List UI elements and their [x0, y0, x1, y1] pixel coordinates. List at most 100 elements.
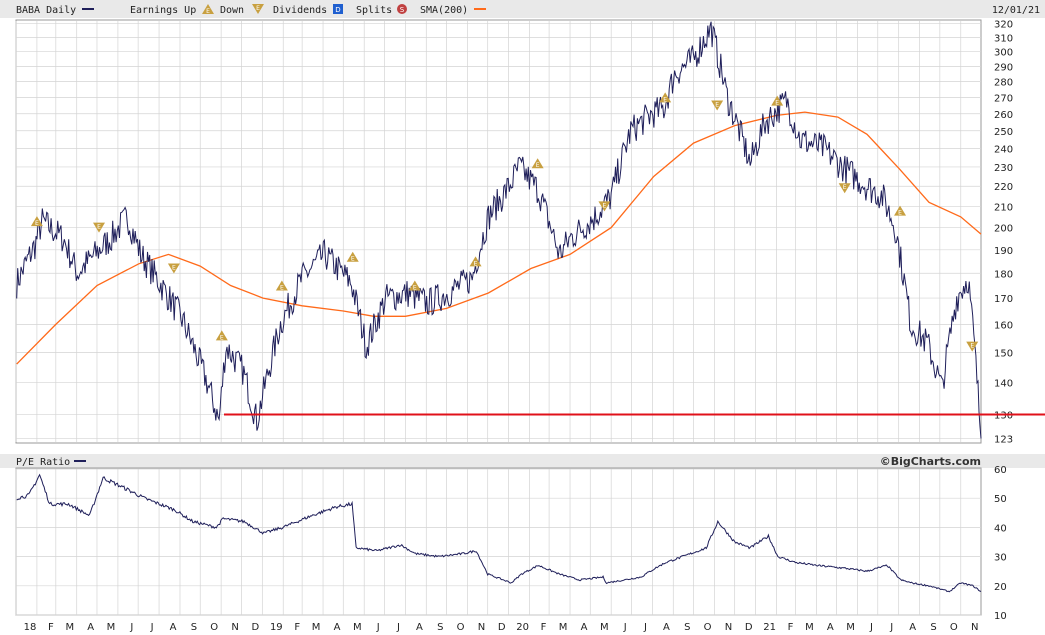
- price-y-tick-label: 180: [994, 269, 1013, 280]
- legend-down: Down: [220, 5, 244, 16]
- earnings-down-marker: E: [167, 263, 180, 274]
- x-tick-label: D: [252, 622, 260, 633]
- price-y-tick-label: 140: [994, 378, 1013, 389]
- earnings-marker-letter: E: [474, 260, 478, 267]
- x-tick-label: D: [498, 622, 506, 633]
- earnings-up-marker: E: [215, 330, 228, 341]
- pe-ratio-line: [16, 473, 982, 593]
- earnings-marker-shape: [167, 263, 180, 274]
- x-tick-label: J: [623, 622, 627, 633]
- x-tick-label: A: [827, 622, 834, 633]
- price-y-tick-label: 290: [994, 62, 1013, 73]
- x-tick-label: A: [581, 622, 588, 633]
- price-y-tick-label: 310: [994, 33, 1013, 44]
- x-tick-label: 19: [270, 622, 283, 633]
- price-y-tick-label: 150: [994, 348, 1013, 359]
- x-tick-label: J: [889, 622, 893, 633]
- earnings-marker-shape: [894, 205, 907, 216]
- earnings-up-marker: E: [894, 205, 907, 217]
- x-tick-label: M: [805, 622, 814, 633]
- earnings-markers: E E E E E E E E E E E E E E E E: [30, 92, 979, 352]
- x-axis: 18 F M A M J J A S O N D 19 F M A M J J A S O N D 20 F M A M J J A S O N D 2…: [24, 622, 979, 633]
- x-tick-label: A: [170, 622, 177, 633]
- earnings-marker-letter: E: [97, 224, 101, 231]
- x-tick-label: S: [191, 622, 197, 633]
- earnings-marker-letter: E: [970, 343, 974, 350]
- earnings-marker-letter: E: [220, 334, 224, 341]
- pe-y-tick-label: 50: [994, 494, 1007, 505]
- price-y-tick-label: 270: [994, 93, 1013, 104]
- x-tick-label: 20: [516, 622, 529, 633]
- earnings-marker-letter: E: [843, 184, 847, 191]
- pe-y-tick-label: 10: [994, 611, 1007, 622]
- price-y-tick-label: 210: [994, 202, 1013, 213]
- legend-dividends: Dividends: [273, 5, 327, 16]
- legend-sma: SMA(200): [420, 5, 468, 16]
- price-y-tick-label: 260: [994, 110, 1013, 121]
- legend-splits: Splits: [356, 5, 392, 16]
- x-tick-label: J: [129, 622, 133, 633]
- price-y-tick-label: 280: [994, 78, 1013, 89]
- earnings-marker-shape: [275, 280, 288, 291]
- earnings-marker-shape: [93, 222, 106, 233]
- price-y-tick-label: 160: [994, 320, 1013, 331]
- x-tick-label: D: [745, 622, 753, 633]
- price-y-tick-label: 130: [994, 410, 1013, 421]
- earnings-up-marker: E: [275, 280, 288, 292]
- price-y-axis: 123 130 140 150 160 170 180 190 200 210 220 230 240 2…: [994, 20, 1013, 446]
- svg-text:D: D: [335, 6, 340, 14]
- earnings-marker-shape: [659, 92, 672, 103]
- price-y-tick-label: 250: [994, 127, 1013, 138]
- earnings-up-marker: E: [531, 158, 544, 169]
- svg-text:E: E: [256, 5, 260, 12]
- x-tick-label: A: [416, 622, 423, 633]
- earnings-up-marker: E: [346, 251, 359, 263]
- earnings-marker-shape: [598, 201, 611, 212]
- earnings-down-marker: E: [598, 201, 611, 212]
- x-tick-label: S: [684, 622, 690, 633]
- earnings-marker-shape: [838, 183, 851, 194]
- x-tick-label: F: [788, 622, 794, 633]
- x-tick-label: J: [396, 622, 400, 633]
- x-tick-label: N: [971, 622, 978, 633]
- earnings-marker-shape: [346, 251, 359, 262]
- earnings-marker-letter: E: [775, 100, 779, 107]
- earnings-marker-shape: [408, 280, 421, 291]
- pe-y-tick-label: 60: [994, 465, 1007, 476]
- pe-y-tick-label: 30: [994, 553, 1007, 564]
- price-y-tick-label: 240: [994, 144, 1013, 155]
- earnings-up-marker: E: [771, 95, 784, 107]
- earnings-marker-letter: E: [351, 256, 355, 263]
- earnings-marker-letter: E: [172, 264, 176, 271]
- x-tick-label: A: [909, 622, 916, 633]
- x-tick-label: N: [478, 622, 485, 633]
- price-line: [16, 21, 982, 439]
- x-tick-label: O: [950, 622, 958, 633]
- earnings-up-marker: E: [469, 256, 482, 267]
- x-tick-label: N: [231, 622, 238, 633]
- earnings-down-marker: E: [838, 183, 851, 194]
- earnings-marker-shape: [771, 95, 784, 106]
- price-y-tick-label: 320: [994, 20, 1013, 31]
- price-y-tick-label: 170: [994, 294, 1013, 305]
- x-tick-label: O: [704, 622, 712, 633]
- x-tick-label: A: [87, 622, 94, 633]
- x-tick-label: M: [312, 622, 321, 633]
- pe-y-tick-label: 20: [994, 582, 1007, 593]
- earnings-marker-shape: [711, 100, 724, 111]
- x-tick-label: M: [600, 622, 609, 633]
- earnings-down-marker: E: [966, 341, 979, 352]
- price-y-tick-label: 220: [994, 182, 1013, 193]
- earnings-marker-letter: E: [715, 102, 719, 109]
- price-y-tick-label: 123: [994, 434, 1013, 445]
- price-panel: [15, 19, 982, 444]
- earnings-marker-letter: E: [35, 220, 39, 227]
- price-y-tick-label: 190: [994, 246, 1013, 257]
- x-tick-label: F: [294, 622, 300, 633]
- x-tick-label: O: [210, 622, 218, 633]
- pe-y-axis: 10 20 30 40 50 60: [994, 465, 1007, 622]
- price-y-tick-label: 300: [994, 48, 1013, 59]
- x-tick-label: 21: [763, 622, 776, 633]
- price-y-tick-label: 200: [994, 224, 1013, 235]
